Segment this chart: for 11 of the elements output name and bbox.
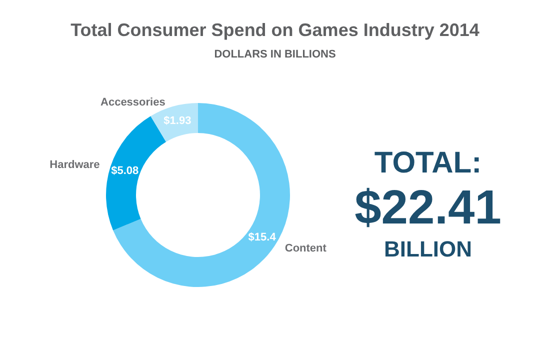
text: BILLION <box>384 236 472 262</box>
slice-label: Hardware <box>50 159 100 172</box>
text: TOTAL: <box>374 146 482 180</box>
text: $22.41 <box>354 182 502 234</box>
data-label: $15.4 <box>248 232 277 244</box>
chart-subtitle: DOLLARS IN BILLIONS <box>214 48 336 60</box>
data-label: $5.08 <box>111 164 139 177</box>
slice-label: Accessories <box>100 96 166 108</box>
slice-label: Content <box>284 242 327 254</box>
chart-title: Total Consumer Spend on Games Industry 2014 <box>70 20 480 40</box>
data-label: $1.93 <box>164 114 192 127</box>
